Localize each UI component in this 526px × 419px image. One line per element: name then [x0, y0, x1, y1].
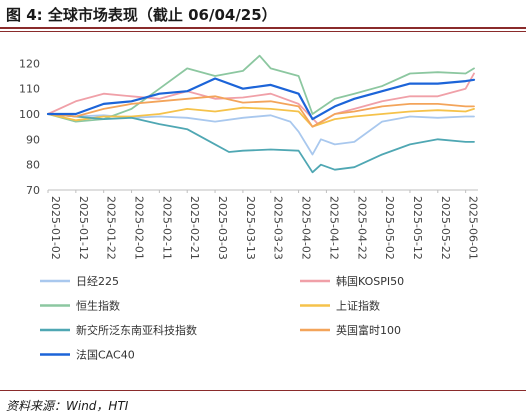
- x-tick-label: 2025-03-13: [244, 196, 257, 260]
- y-tick-label: 110: [19, 83, 40, 96]
- x-tick-label: 2025-02-11: [160, 196, 173, 260]
- x-tick-label: 2025-03-23: [272, 196, 285, 260]
- legend-label: 上证指数: [336, 299, 380, 313]
- x-tick-label: 2025-01-12: [77, 196, 90, 260]
- source-note: 资料来源：Wind，HTI: [6, 399, 129, 413]
- x-tick-label: 2025-05-02: [383, 196, 396, 260]
- x-tick-label: 2025-01-22: [105, 196, 118, 260]
- x-tick-label: 2025-04-02: [300, 196, 313, 260]
- legend-label: 新交所泛东南亚科技指数: [76, 323, 197, 337]
- figure-title: 图 4: 全球市场表现（截止 06/04/25）: [6, 6, 277, 24]
- series-line-5: [47, 113, 475, 174]
- y-tick-label: 80: [26, 159, 40, 172]
- legend-label: 恒生指数: [76, 299, 120, 313]
- x-tick-label: 2025-05-12: [411, 196, 424, 260]
- series-line-2: [47, 72, 475, 125]
- x-tick-label: 2025-03-03: [216, 196, 229, 260]
- series-line-6: [47, 95, 475, 128]
- series-line-4: [47, 106, 475, 128]
- title-rule: [0, 27, 526, 29]
- x-tick-label: 2025-05-22: [439, 196, 452, 260]
- series-line-7: [46, 77, 476, 121]
- legend-label: 韩国KOSPI50: [336, 274, 404, 288]
- series-line-1: [47, 113, 475, 156]
- legend-label: 法国CAC40: [76, 348, 135, 362]
- x-tick-label: 2025-02-01: [133, 196, 146, 260]
- legend-label: 英国富时100: [336, 323, 401, 337]
- y-tick-label: 70: [26, 184, 40, 197]
- title-rule-thin: [0, 31, 526, 32]
- x-tick-label: 2025-06-01: [467, 196, 480, 260]
- x-tick-label: 2025-02-21: [188, 196, 201, 260]
- y-tick-label: 120: [19, 57, 40, 70]
- x-tick-label: 2025-01-02: [49, 196, 62, 260]
- x-tick-label: 2025-04-22: [355, 196, 368, 260]
- y-tick-label: 100: [19, 108, 40, 121]
- x-tick-label: 2025-04-12: [327, 196, 340, 260]
- y-tick-label: 90: [26, 133, 40, 146]
- source-rule: [0, 390, 526, 391]
- series-line-3: [47, 54, 475, 123]
- line-chart: 70 80 90 100 110 120 2025-01-02 2025-01-12 2025-…: [19, 54, 480, 362]
- legend-label: 日经225: [76, 275, 119, 288]
